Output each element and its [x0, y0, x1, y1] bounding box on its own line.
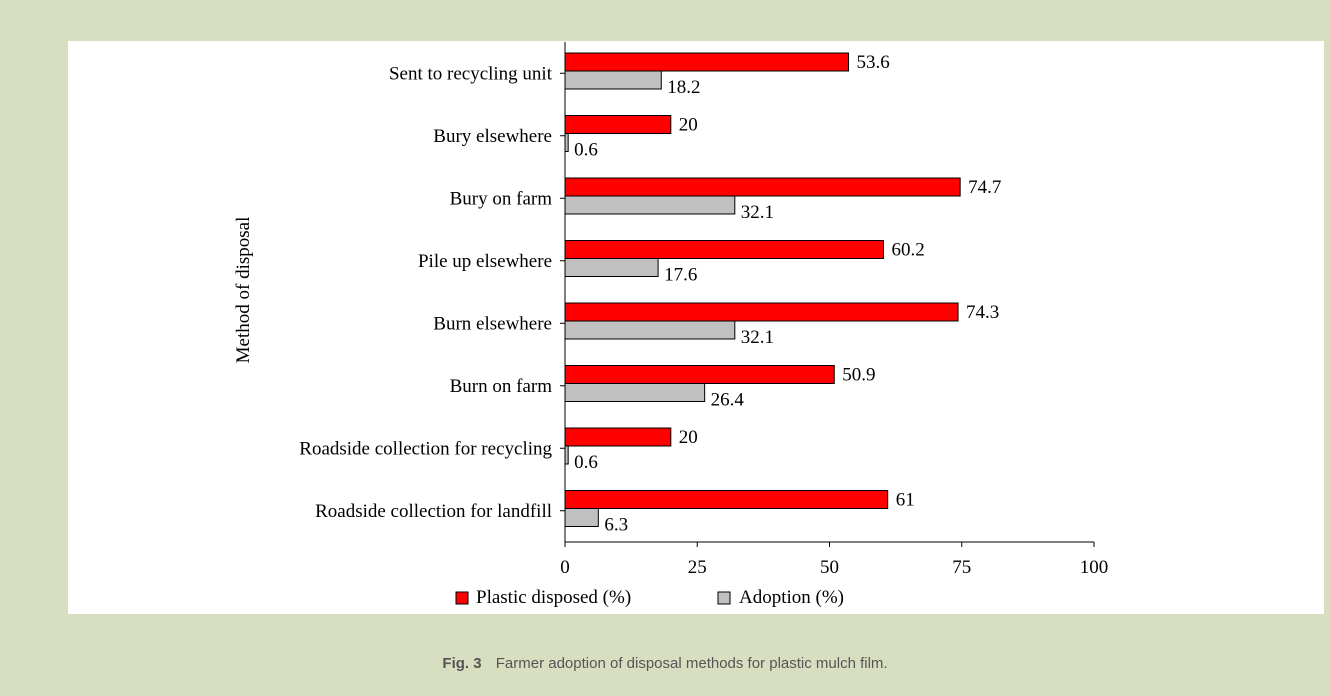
category-label: Pile up elsewhere [418, 251, 552, 272]
bar-adoption [564, 508, 599, 527]
data-label-adoption: 32.1 [741, 202, 774, 223]
x-tick-label: 25 [688, 557, 707, 578]
category-label: Bury elsewhere [433, 126, 552, 147]
y-axis-title: Method of disposal [233, 217, 254, 364]
bar-plastic-disposed [564, 302, 959, 322]
bar-adoption [564, 258, 659, 277]
category-label: Burn elsewhere [433, 313, 552, 334]
bar-plastic-disposed [564, 115, 672, 134]
bar-plastic-disposed [564, 240, 884, 259]
figure-caption: Fig. 3 Farmer adoption of disposal metho… [0, 655, 1330, 672]
category-label: Sent to recycling unit [389, 63, 553, 84]
bar-adoption [564, 320, 736, 340]
bar-plastic-disposed [564, 427, 672, 447]
legend-swatch-adoption [717, 591, 731, 605]
data-label-plastic-disposed: 20 [679, 427, 698, 448]
data-label-plastic-disposed: 74.7 [968, 177, 1001, 198]
category-label: Burn on farm [450, 376, 553, 397]
legend-swatch-plastic-disposed [455, 591, 469, 605]
data-label-adoption: 6.3 [604, 515, 628, 536]
data-label-adoption: 18.2 [667, 77, 700, 98]
data-label-plastic-disposed: 50.9 [842, 365, 875, 386]
category-label: Bury on farm [450, 188, 553, 209]
bar-chart: Sent to recycling unit 53.6 18.2 Bury elsew… [233, 42, 1109, 608]
x-tick-label: 100 [1080, 557, 1109, 578]
legend-label-plastic-disposed: Plastic disposed (%) [476, 587, 631, 608]
bar-adoption [564, 195, 736, 215]
data-label-adoption: 17.6 [664, 265, 697, 286]
x-tick-label: 75 [952, 557, 971, 578]
data-label-plastic-disposed: 74.3 [966, 302, 999, 323]
x-tick-label: 0 [560, 557, 570, 578]
bar-adoption [564, 383, 706, 402]
legend-label-adoption: Adoption (%) [739, 587, 844, 608]
data-label-adoption: 0.6 [574, 452, 598, 473]
caption-text: Farmer adoption of disposal methods for … [495, 655, 888, 672]
caption-label: Fig. 3 [442, 655, 482, 672]
data-label-plastic-disposed: 53.6 [857, 52, 890, 73]
category-label: Roadside collection for landfill [315, 501, 552, 522]
category-label: Roadside collection for recycling [299, 438, 552, 459]
data-label-adoption: 32.1 [741, 327, 774, 348]
bar-adoption [564, 70, 662, 90]
data-label-adoption: 0.6 [574, 140, 598, 161]
data-label-plastic-disposed: 60.2 [891, 240, 924, 261]
data-label-plastic-disposed: 61 [896, 490, 915, 511]
data-label-adoption: 26.4 [711, 390, 745, 411]
x-tick-label: 50 [820, 557, 839, 578]
bar-plastic-disposed [564, 52, 850, 72]
bar-plastic-disposed [564, 490, 889, 509]
bar-plastic-disposed [564, 365, 835, 384]
data-label-plastic-disposed: 20 [679, 115, 698, 136]
bar-plastic-disposed [564, 177, 961, 197]
